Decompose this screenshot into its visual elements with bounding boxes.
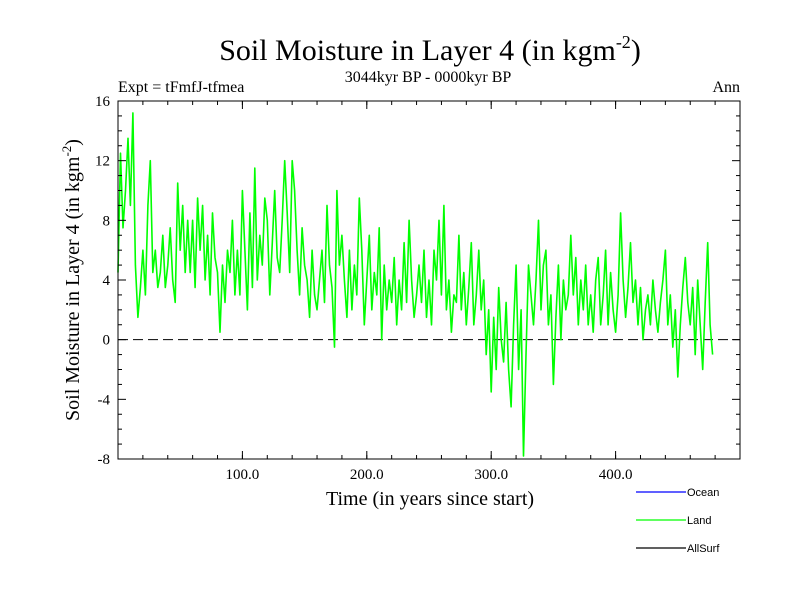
series-line-land (117, 112, 714, 457)
x-axis-label: Time (in years since start) (326, 488, 534, 510)
season-label: Ann (712, 79, 740, 96)
x-tick-label: 300.0 (474, 467, 508, 483)
chart-subtitle: 3044kyr BP - 0000kyr BP (345, 69, 512, 86)
legend: Ocean Land AllSurf (636, 487, 720, 555)
y-tick-label: 4 (103, 273, 111, 289)
experiment-label: Expt = tFmfJ-tfmea (118, 79, 244, 96)
y-tick-label: 16 (95, 94, 111, 110)
plot-area: 100.0 200.0 300.0 400.0 -8 -4 0 4 8 12 16 (95, 94, 741, 483)
legend-label-ocean: Ocean (687, 487, 719, 499)
y-tick-label: -4 (98, 392, 111, 408)
chart-title-close: ) (631, 34, 641, 67)
y-axis-label-close: ) (62, 139, 84, 146)
chart-title: Soil Moisture in Layer 4 (in kgm-2) (219, 32, 641, 67)
x-tick-label: 200.0 (350, 467, 384, 483)
y-axis-label-text: Soil Moisture in Layer 4 (in kgm (62, 156, 84, 421)
x-tick-label: 400.0 (599, 467, 633, 483)
legend-label-allsurf: AllSurf (687, 543, 720, 555)
y-axis-label: Soil Moisture in Layer 4 (in kgm-2) (59, 139, 84, 421)
chart-title-text: Soil Moisture in Layer 4 (in kgm (219, 34, 616, 67)
y-tick-label: -8 (98, 452, 111, 468)
legend-label-land: Land (687, 515, 711, 527)
y-axis-label-superscript: -2 (59, 146, 74, 157)
y-tick-label: 0 (103, 333, 111, 349)
x-tick-label: 100.0 (226, 467, 260, 483)
chart-title-superscript: -2 (616, 32, 631, 52)
y-tick-label: 8 (103, 213, 111, 229)
y-tick-label: 12 (95, 154, 110, 170)
